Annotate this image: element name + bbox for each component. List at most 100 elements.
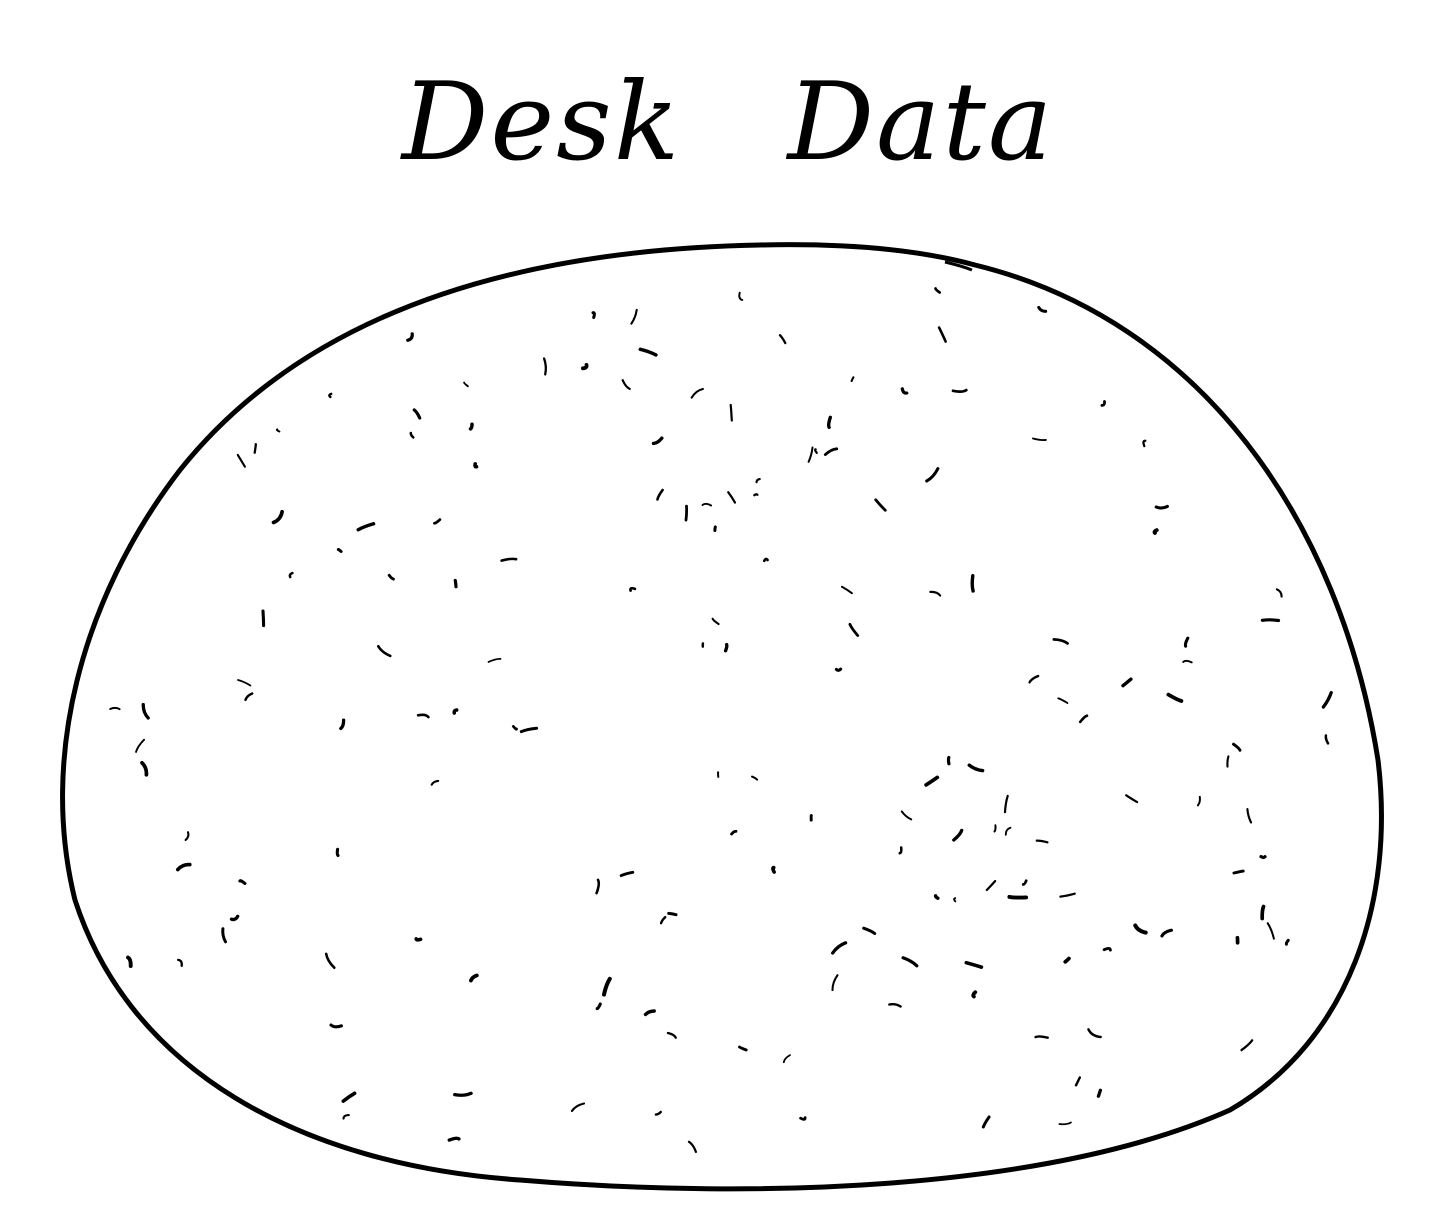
speckle — [135, 738, 146, 753]
speckle — [184, 831, 190, 842]
speckle — [778, 334, 787, 345]
speckle — [1166, 692, 1184, 703]
speckle — [981, 1115, 991, 1129]
speckle — [453, 1091, 473, 1097]
speckle — [831, 941, 848, 955]
speckle — [753, 493, 759, 497]
speckle — [1063, 956, 1071, 964]
speckle — [953, 897, 957, 903]
speckle — [687, 1140, 697, 1153]
speckle — [1266, 922, 1275, 940]
speckle — [771, 865, 776, 874]
blob-outline — [60, 242, 1384, 1192]
speckle — [723, 643, 729, 653]
speckle — [1226, 755, 1230, 768]
speckle — [387, 573, 395, 581]
speckle — [416, 713, 430, 719]
speckle — [328, 392, 333, 399]
speckle — [937, 326, 947, 343]
speckle — [236, 453, 246, 468]
speckle — [1052, 638, 1069, 645]
speckle — [140, 760, 149, 777]
speckle — [414, 937, 423, 942]
speckle — [1125, 794, 1139, 804]
speckle — [261, 609, 266, 628]
speckle — [970, 574, 975, 593]
speckle — [666, 1031, 677, 1039]
speckle — [751, 775, 759, 781]
speckle — [1121, 677, 1133, 688]
blob-overlap-mark — [944, 260, 973, 272]
speckle — [933, 894, 940, 900]
speckle — [684, 504, 689, 522]
speckle — [1133, 923, 1148, 935]
speckle — [900, 810, 913, 821]
speckle — [433, 518, 442, 525]
speckle — [1037, 305, 1048, 313]
speckle — [602, 976, 612, 997]
speckle — [342, 1114, 350, 1120]
speckle — [447, 1136, 461, 1142]
speckle — [934, 287, 942, 294]
speckle — [1260, 618, 1281, 623]
speckle — [1275, 588, 1283, 598]
speckle — [782, 1054, 791, 1064]
speckle — [229, 914, 240, 922]
speckle — [141, 702, 150, 720]
speckle — [336, 548, 343, 553]
speckle — [755, 478, 761, 484]
speckle — [840, 585, 853, 595]
speckle — [1032, 437, 1047, 442]
speckle — [1035, 839, 1049, 844]
speckle — [651, 436, 664, 446]
speckle — [126, 955, 133, 969]
speckle — [924, 775, 940, 787]
speckle — [629, 586, 637, 592]
speckle — [690, 387, 704, 399]
speckle — [619, 870, 635, 878]
speckle — [500, 557, 518, 562]
speckle — [1074, 1076, 1081, 1087]
speckle — [1003, 794, 1009, 814]
speckle — [1324, 734, 1330, 745]
speckle — [356, 522, 376, 532]
speckle — [738, 291, 744, 301]
speckle — [324, 952, 336, 969]
speckle — [377, 645, 392, 658]
speckle — [176, 958, 183, 967]
speckle — [591, 311, 596, 319]
speckle — [511, 725, 518, 731]
speckle — [341, 1091, 357, 1103]
speckle — [850, 376, 855, 382]
speckle — [581, 363, 589, 371]
speckle — [1028, 674, 1040, 684]
speckle — [727, 491, 737, 504]
speckle — [1183, 636, 1190, 648]
speckle — [659, 916, 667, 925]
speckle — [1284, 938, 1290, 946]
speckle — [1057, 697, 1069, 704]
speckle — [463, 381, 469, 388]
speckle — [985, 880, 997, 892]
speckle — [952, 828, 964, 842]
speckle — [630, 308, 638, 325]
speckle — [1160, 928, 1173, 938]
speckle — [1004, 826, 1012, 836]
speckle — [1182, 659, 1193, 664]
speckle — [826, 415, 832, 429]
speckle — [271, 509, 284, 525]
speckle — [1096, 1088, 1103, 1098]
speckle — [964, 960, 984, 969]
speckle — [1154, 504, 1169, 510]
speckle — [1142, 439, 1147, 448]
speckle — [799, 1116, 807, 1121]
speckle — [638, 347, 658, 357]
speckle — [874, 498, 887, 512]
page-title: Desk Data — [401, 60, 1055, 185]
speckle — [339, 718, 346, 731]
speckle — [275, 428, 281, 433]
speckle — [643, 1009, 656, 1017]
speckle — [519, 726, 539, 734]
speckle — [1007, 894, 1029, 900]
